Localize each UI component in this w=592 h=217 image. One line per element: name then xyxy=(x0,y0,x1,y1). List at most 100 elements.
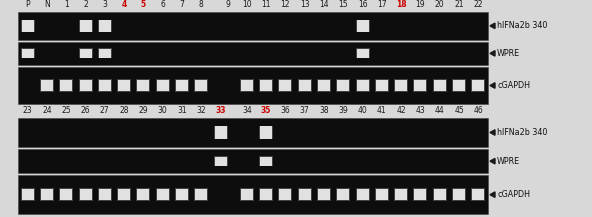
Bar xyxy=(413,188,427,201)
Bar xyxy=(59,188,73,201)
Bar xyxy=(279,80,291,91)
Text: 1: 1 xyxy=(64,0,69,9)
Text: 31: 31 xyxy=(177,106,187,115)
Text: 43: 43 xyxy=(416,106,426,115)
Bar xyxy=(260,156,272,166)
Bar xyxy=(18,12,488,40)
Text: 22: 22 xyxy=(474,0,483,9)
Text: 20: 20 xyxy=(435,0,445,9)
Bar xyxy=(299,189,311,201)
Text: 6: 6 xyxy=(160,0,165,9)
Polygon shape xyxy=(490,158,495,164)
Text: 7: 7 xyxy=(179,0,185,9)
Text: P: P xyxy=(25,0,30,9)
Bar xyxy=(22,189,34,201)
Bar xyxy=(79,49,92,58)
Text: cGAPDH: cGAPDH xyxy=(497,190,530,199)
Bar xyxy=(298,188,312,201)
Text: 41: 41 xyxy=(377,106,387,115)
Text: WPRE: WPRE xyxy=(497,157,520,166)
Bar xyxy=(79,48,92,58)
Bar xyxy=(395,80,407,91)
Bar xyxy=(99,49,111,58)
Text: 39: 39 xyxy=(339,106,348,115)
Bar xyxy=(318,189,330,201)
Text: 36: 36 xyxy=(281,106,290,115)
Bar xyxy=(278,79,292,92)
Text: 35: 35 xyxy=(261,106,271,115)
Bar xyxy=(214,127,227,139)
Text: 24: 24 xyxy=(42,106,52,115)
Bar xyxy=(472,189,484,201)
Polygon shape xyxy=(490,83,495,88)
Bar xyxy=(60,189,72,201)
Bar xyxy=(18,118,488,147)
Bar xyxy=(214,126,227,139)
Bar xyxy=(394,79,408,92)
Bar xyxy=(259,126,273,139)
Bar xyxy=(79,79,92,92)
Bar xyxy=(336,188,350,201)
Bar xyxy=(18,175,488,214)
Bar xyxy=(375,188,389,201)
Bar xyxy=(137,189,149,201)
Text: 16: 16 xyxy=(358,0,368,9)
Bar xyxy=(98,48,112,58)
Polygon shape xyxy=(490,51,495,56)
Bar xyxy=(41,189,53,201)
Bar xyxy=(21,20,34,32)
Text: 9: 9 xyxy=(225,0,230,9)
Bar xyxy=(240,79,254,92)
Bar xyxy=(260,127,272,139)
Text: 26: 26 xyxy=(81,106,91,115)
Text: 38: 38 xyxy=(319,106,329,115)
Bar xyxy=(395,189,407,201)
Bar xyxy=(21,188,34,201)
Bar xyxy=(99,80,111,91)
Bar xyxy=(278,188,292,201)
Bar xyxy=(22,49,34,58)
Bar xyxy=(356,80,369,91)
Bar xyxy=(22,20,34,32)
Text: 23: 23 xyxy=(23,106,33,115)
Bar xyxy=(414,189,426,201)
Text: 29: 29 xyxy=(139,106,148,115)
Bar xyxy=(176,189,188,201)
Bar xyxy=(59,79,73,92)
Text: 12: 12 xyxy=(281,0,290,9)
Text: 33: 33 xyxy=(215,106,226,115)
Bar xyxy=(336,79,350,92)
Bar xyxy=(356,189,369,201)
Bar xyxy=(356,20,369,32)
Bar xyxy=(195,80,207,91)
Bar xyxy=(337,80,349,91)
Bar xyxy=(194,188,208,201)
Bar xyxy=(136,188,150,201)
Text: 13: 13 xyxy=(300,0,310,9)
Bar xyxy=(394,188,408,201)
Bar xyxy=(356,20,369,32)
Bar xyxy=(299,80,311,91)
Bar xyxy=(137,80,149,91)
Bar xyxy=(375,79,389,92)
Text: 30: 30 xyxy=(158,106,168,115)
Bar xyxy=(98,79,112,92)
Bar xyxy=(376,80,388,91)
Bar xyxy=(260,189,272,201)
Bar xyxy=(241,80,253,91)
Bar xyxy=(452,79,466,92)
Text: 25: 25 xyxy=(62,106,71,115)
Bar xyxy=(21,48,34,58)
Text: 27: 27 xyxy=(100,106,110,115)
Bar xyxy=(117,79,131,92)
Bar xyxy=(337,189,349,201)
Text: 11: 11 xyxy=(262,0,271,9)
Bar xyxy=(356,49,369,58)
Bar xyxy=(175,188,189,201)
Bar xyxy=(433,79,447,92)
Bar xyxy=(79,20,92,32)
Text: 5: 5 xyxy=(141,0,146,9)
Bar xyxy=(356,48,369,58)
Bar xyxy=(298,79,312,92)
Text: 46: 46 xyxy=(474,106,483,115)
